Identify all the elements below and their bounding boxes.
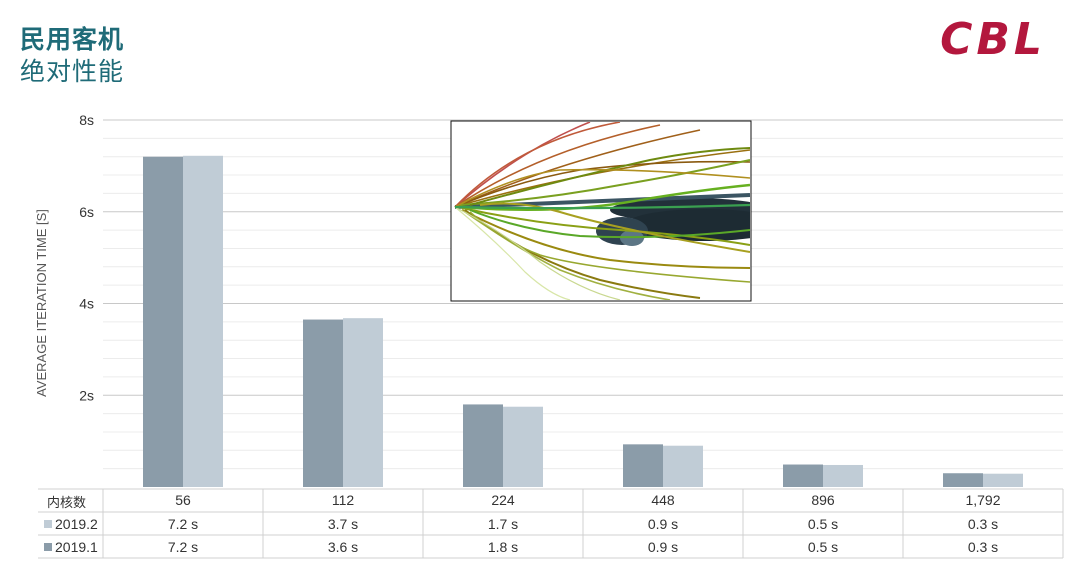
data-label: 0.9 s <box>648 539 678 555</box>
bar-2019-2-112 <box>343 318 383 487</box>
svg-text:CBL: CBL <box>940 16 1046 60</box>
data-label: 0.3 s <box>968 539 998 555</box>
data-label: 3.6 s <box>328 539 358 555</box>
bar-2019-2-1792 <box>983 473 1023 487</box>
x-category-label: 1,792 <box>965 492 1000 508</box>
bar-2019-1-448 <box>623 444 663 487</box>
bar-2019-1-112 <box>303 319 343 487</box>
x-category-label: 224 <box>491 492 515 508</box>
table-header-label: 内核数 <box>47 495 86 511</box>
data-label: 3.7 s <box>328 516 358 532</box>
bar-2019-1-896 <box>783 464 823 487</box>
x-category-label: 896 <box>811 492 835 508</box>
bar-2019-2-56 <box>183 155 223 487</box>
y-axis-ticks: 2s 4s 6s 8s <box>79 112 94 403</box>
x-category-label: 56 <box>175 492 191 508</box>
cbl-logo: CBL <box>940 16 1046 60</box>
data-label: 0.3 s <box>968 516 998 532</box>
legend-label: 2019.1 <box>55 539 98 555</box>
bar-2019-2-224 <box>503 406 543 487</box>
data-label: 0.5 s <box>808 516 838 532</box>
y-axis-label: AVERAGE ITERATION TIME [S] <box>34 209 49 397</box>
x-category-label: 112 <box>332 492 355 508</box>
bar-2019-1-224 <box>463 404 503 487</box>
data-label: 0.5 s <box>808 539 838 555</box>
x-category-label: 448 <box>651 492 675 508</box>
data-label: 7.2 s <box>168 516 198 532</box>
page-title: 民用客机 <box>20 25 125 54</box>
streamline-simulation-image <box>450 120 752 302</box>
y-tick-label: 4s <box>79 296 94 312</box>
y-tick-label: 2s <box>79 387 94 403</box>
y-tick-label: 8s <box>79 112 94 128</box>
bar-2019-1-1792 <box>943 473 983 487</box>
data-label: 1.7 s <box>488 516 518 532</box>
bar-2019-2-896 <box>823 464 863 487</box>
page-subtitle: 绝对性能 <box>20 57 125 86</box>
bars <box>143 155 1023 487</box>
legend-swatch <box>44 520 52 528</box>
data-label: 0.9 s <box>648 516 678 532</box>
data-label: 7.2 s <box>168 539 198 555</box>
legend-swatch <box>44 543 52 551</box>
y-tick-label: 6s <box>79 204 94 220</box>
legend-label: 2019.2 <box>55 516 98 532</box>
data-table: 内核数 56 112 224 448 896 1,792 2019.2 7.2 s 3.7 s 1.… <box>38 488 1064 559</box>
bar-2019-1-56 <box>143 156 183 487</box>
data-label: 1.8 s <box>488 539 518 555</box>
bar-2019-2-448 <box>663 445 703 487</box>
